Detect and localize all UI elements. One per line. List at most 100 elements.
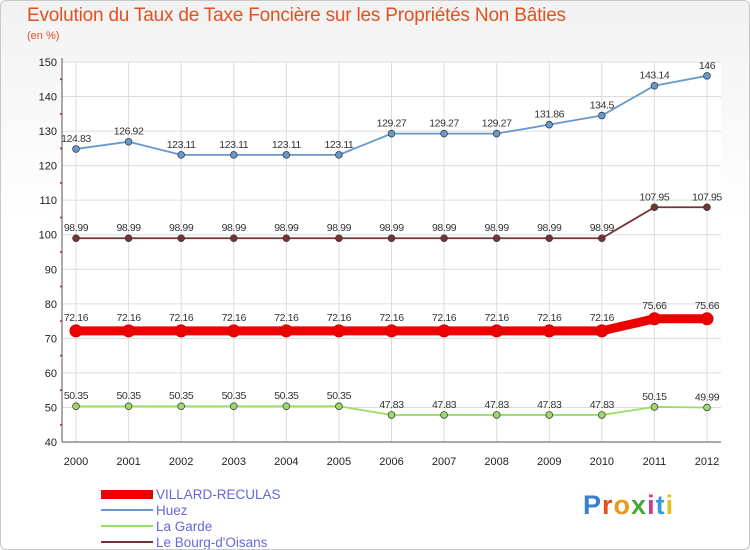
legend-item-le-bourg-d-oisans: Le Bourg-d'Oisans xyxy=(101,534,281,549)
data-point-le-bourg-d-oisans xyxy=(72,234,80,242)
data-point-villard-reculas xyxy=(332,324,346,338)
line-chart: 40 50 60 70 80 90 100 110 120 130 140 150 2000 2001 20… xyxy=(39,57,723,468)
grid-lines xyxy=(62,61,721,443)
data-label-la-garde: 50.35 xyxy=(64,390,89,402)
data-point-villard-reculas xyxy=(69,324,83,338)
data-point-la-garde xyxy=(650,403,659,411)
data-point-le-bourg-d-oisans xyxy=(230,234,238,242)
data-point-villard-reculas xyxy=(437,324,451,338)
data-label-huez: 129.27 xyxy=(482,118,512,130)
data-point-le-bourg-d-oisans xyxy=(703,203,711,212)
data-label-villard-reculas: 72.16 xyxy=(379,312,404,324)
x-tick-label: 2009 xyxy=(537,456,561,468)
data-label-villard-reculas: 72.16 xyxy=(485,312,510,324)
proxiti-logo: Proxiti xyxy=(583,490,674,521)
data-label-huez: 123.11 xyxy=(324,139,353,151)
x-tick-label: 2004 xyxy=(274,456,298,468)
data-label-la-garde: 50.15 xyxy=(642,391,667,403)
data-point-villard-reculas xyxy=(700,312,714,326)
legend-swatch-la-garde xyxy=(101,525,153,527)
data-label-huez: 126.92 xyxy=(114,126,144,138)
data-point-villard-reculas xyxy=(385,324,398,338)
legend-label-huez: Huez xyxy=(156,502,188,518)
data-point-la-garde xyxy=(703,403,711,412)
legend-item-villard-reculas: VILLARD-RECULAS xyxy=(101,486,281,502)
data-point-huez xyxy=(335,151,343,159)
data-label-huez: 146 xyxy=(699,60,716,72)
legend-label-villard-reculas: VILLARD-RECULAS xyxy=(156,486,281,502)
data-point-villard-reculas xyxy=(595,324,609,338)
legend-label-la-garde: La Garde xyxy=(156,518,213,534)
x-tick-label: 2005 xyxy=(327,456,351,468)
y-tick-label: 140 xyxy=(39,92,57,104)
data-label-villard-reculas: 72.16 xyxy=(274,312,299,324)
x-tick-label: 2000 xyxy=(64,456,88,468)
legend: VILLARD-RECULAS Huez La Garde Le Bourg-d'Oi… xyxy=(101,486,281,549)
data-label-villard-reculas: 75.66 xyxy=(642,300,667,312)
data-label-le-bourg-d-oisans: 98.99 xyxy=(432,222,457,234)
data-labels: 124.83 126.92 123.11 123.11 123.11 123.11 129.… xyxy=(61,60,723,411)
data-label-huez: 123.11 xyxy=(219,139,248,151)
x-tick-label: 2007 xyxy=(432,456,456,468)
data-label-huez: 129.27 xyxy=(377,118,407,130)
series-layer xyxy=(69,72,714,419)
data-point-villard-reculas xyxy=(122,324,136,338)
data-point-villard-reculas xyxy=(279,324,293,338)
data-label-le-bourg-d-oisans: 98.99 xyxy=(222,222,247,234)
data-label-villard-reculas: 75.66 xyxy=(695,300,720,312)
data-point-la-garde xyxy=(545,411,553,419)
data-point-huez xyxy=(598,111,606,120)
x-tick-label: 2010 xyxy=(590,456,614,468)
data-point-huez xyxy=(72,145,80,153)
data-point-la-garde xyxy=(124,402,133,410)
data-label-la-garde: 47.83 xyxy=(537,399,562,411)
data-label-la-garde: 47.83 xyxy=(590,399,615,411)
data-point-la-garde xyxy=(492,411,501,419)
axes: 40 50 60 70 80 90 100 110 120 130 140 150 2000 2001 20… xyxy=(39,57,721,468)
data-point-le-bourg-d-oisans xyxy=(387,234,396,242)
data-label-la-garde: 50.35 xyxy=(327,390,352,402)
data-point-la-garde xyxy=(282,402,291,410)
data-point-huez xyxy=(387,129,396,138)
y-tick-label: 40 xyxy=(45,437,57,449)
legend-swatch-le-bourg-d-oisans xyxy=(101,541,153,543)
x-tick-label: 2011 xyxy=(643,456,667,468)
data-label-huez: 134.5 xyxy=(590,100,615,112)
data-point-villard-reculas xyxy=(542,324,556,338)
data-point-huez xyxy=(650,81,659,90)
data-label-huez: 131.86 xyxy=(534,109,564,121)
data-label-le-bourg-d-oisans: 107.95 xyxy=(640,191,670,203)
data-point-villard-reculas xyxy=(174,324,188,338)
data-label-huez: 123.11 xyxy=(272,139,301,151)
y-tick-label: 130 xyxy=(39,126,57,138)
x-tick-label: 2012 xyxy=(695,456,719,468)
y-tick-label: 90 xyxy=(45,264,57,276)
data-label-huez: 124.83 xyxy=(61,133,91,145)
data-label-la-garde: 47.83 xyxy=(485,399,510,411)
y-tick-label: 150 xyxy=(39,57,57,69)
data-label-le-bourg-d-oisans: 98.99 xyxy=(590,222,615,234)
x-tick-label: 2008 xyxy=(484,456,508,468)
y-tick-label: 120 xyxy=(39,161,57,173)
data-point-la-garde xyxy=(177,402,185,410)
data-point-le-bourg-d-oisans xyxy=(650,203,659,212)
data-point-le-bourg-d-oisans xyxy=(492,234,501,242)
y-tick-label: 60 xyxy=(45,368,57,380)
logo-text: Proxiti xyxy=(583,490,675,520)
data-point-huez xyxy=(492,129,501,138)
data-point-la-garde xyxy=(230,402,238,410)
chart-unit: (en %) xyxy=(27,30,60,42)
y-tick-label: 80 xyxy=(45,299,57,311)
data-label-villard-reculas: 72.16 xyxy=(222,312,247,324)
data-label-la-garde: 47.83 xyxy=(379,399,404,411)
data-label-la-garde: 50.35 xyxy=(222,390,247,402)
data-point-huez xyxy=(282,151,291,159)
legend-item-huez: Huez xyxy=(101,502,281,518)
data-label-le-bourg-d-oisans: 98.99 xyxy=(327,222,352,234)
data-label-le-bourg-d-oisans: 98.99 xyxy=(537,222,562,234)
data-point-huez xyxy=(124,137,133,146)
x-tick-label: 2006 xyxy=(379,456,403,468)
y-tick-label: 50 xyxy=(45,402,57,414)
data-label-la-garde: 50.35 xyxy=(116,390,141,402)
